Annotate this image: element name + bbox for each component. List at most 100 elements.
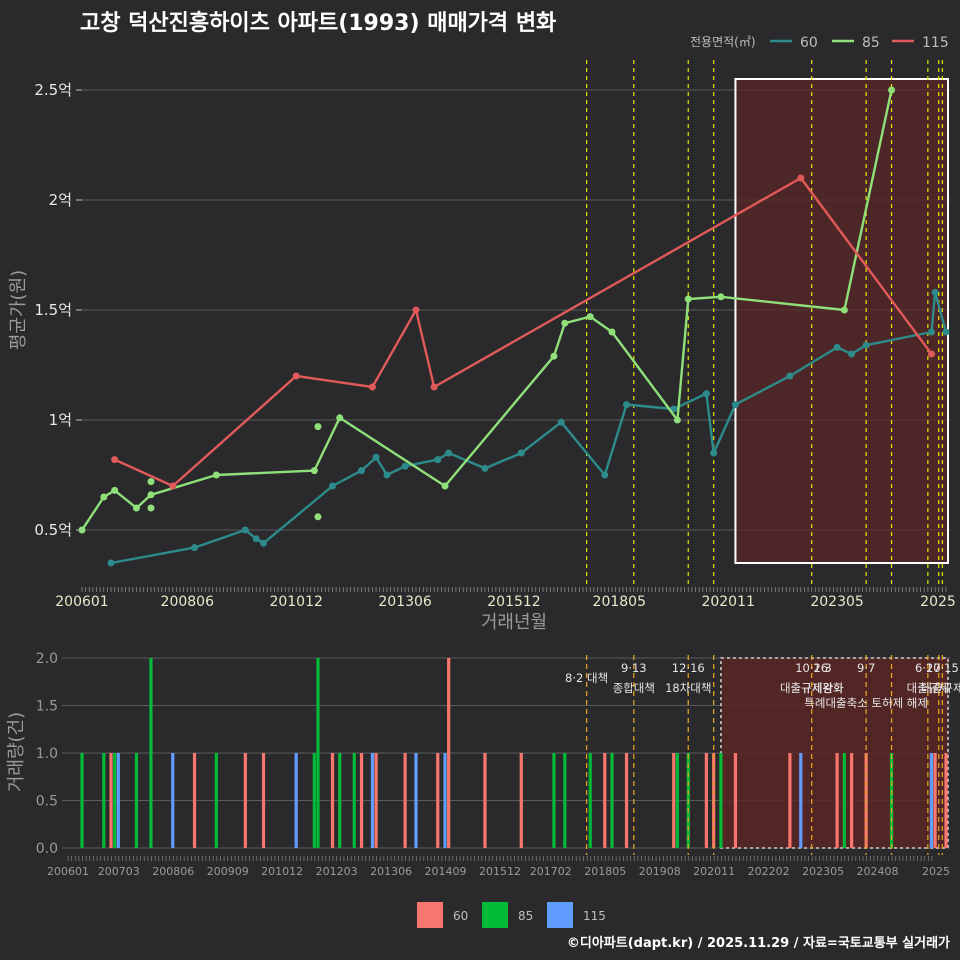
annotation-date: 12·16	[672, 661, 705, 675]
y-tick-label: 1억	[49, 411, 72, 429]
series-point-60	[710, 449, 718, 457]
series-point-85	[100, 493, 108, 501]
top-y-ticks: 0.5억 1억 1.5억 2억 2.5억	[34, 81, 82, 539]
series-point-60	[601, 471, 609, 479]
series-point-85	[441, 482, 449, 490]
bottom-highlight-box	[720, 657, 949, 849]
series-point-60	[358, 467, 366, 475]
series-point-115	[412, 306, 420, 314]
bar-85	[316, 658, 320, 848]
bar-85	[842, 753, 846, 848]
series-point-60	[862, 341, 870, 349]
series-point-85	[684, 295, 692, 303]
annotation-date: 6·27	[915, 661, 941, 675]
series-point-85	[336, 414, 344, 422]
bar-60	[261, 753, 266, 848]
bar-60	[109, 753, 113, 848]
series-point-85	[132, 504, 140, 512]
bottom-y-tick-label: 1.0	[36, 746, 58, 762]
bar-85	[149, 658, 153, 848]
top-x-axis-title: 거래년월	[481, 612, 547, 633]
top-y-axis-title: 평균가(원)	[8, 270, 29, 350]
x-tick-label: 202011	[701, 594, 754, 610]
bottom-x-tick-label: 201805	[584, 865, 626, 878]
bar-85	[588, 753, 592, 848]
bottom-x-tick-label: 201512	[479, 865, 521, 878]
bottom-y-tick-label: 0.5	[36, 794, 58, 810]
series-line-60	[110, 291, 948, 565]
x-tick-label: 200806	[161, 594, 215, 610]
series-point-85	[212, 471, 220, 479]
bottom-x-tick-label: 200909	[207, 865, 249, 878]
bar-60	[519, 753, 523, 848]
series-point-85	[561, 319, 569, 327]
x-tick-label: 2025	[920, 594, 956, 610]
bottom-legend-label-60: 60	[453, 909, 468, 923]
bar-60	[403, 753, 407, 848]
series-point-85	[717, 293, 725, 301]
series-point-60	[481, 464, 489, 472]
series-point-60	[731, 401, 739, 409]
series-point-115	[292, 372, 300, 380]
y-tick-label: 0.5억	[34, 521, 72, 539]
bottom-x-tick-label: 201908	[639, 865, 681, 878]
annotation-label: 규제완화	[801, 681, 844, 695]
bar-60	[243, 753, 247, 848]
bar-60	[944, 753, 948, 848]
bar-60	[447, 658, 451, 848]
bar-85	[113, 753, 117, 848]
bar-60	[483, 753, 487, 848]
series-point-115	[430, 383, 438, 391]
bar-85	[312, 753, 316, 848]
bar-85	[214, 753, 218, 848]
series-point-85	[673, 416, 681, 424]
legend-label-85: 85	[862, 35, 880, 51]
annotation-date: 10·15	[926, 661, 959, 675]
bottom-x-tick-label: 202202	[748, 865, 790, 878]
bottom-y-tick-label: 1.5	[36, 699, 58, 715]
bar-60	[672, 753, 676, 848]
series-point-85	[147, 491, 155, 499]
bar-60	[374, 753, 378, 848]
annotation-label: 종합대책	[613, 681, 655, 695]
bar-115	[171, 753, 175, 848]
bar-85	[610, 753, 614, 848]
bar-60	[436, 753, 440, 848]
bottom-legend-label-115: 115	[583, 909, 606, 923]
bottom-legend-label-85: 85	[518, 909, 533, 923]
x-tick-label: 201306	[378, 594, 432, 610]
bar-115	[799, 753, 803, 848]
bottom-policy-lines	[585, 655, 944, 855]
series-point-60	[383, 471, 391, 479]
bottom-legend-swatch-60	[417, 902, 443, 928]
bottom-x-tick-label: 200601	[47, 865, 89, 878]
series-point-60	[623, 401, 631, 409]
annotation-date: 9·7	[857, 661, 875, 675]
bottom-annotations: 8·2 대책 9·13 종합대책 12·16 18차대책 10·26 대출규제강화 1·3 규제…	[565, 661, 960, 710]
series-point-60	[107, 559, 115, 567]
bar-60	[359, 753, 364, 848]
x-tick-label: 201012	[269, 594, 322, 610]
bottom-x-tick-label: 201306	[370, 865, 412, 878]
chart-title: 고창 덕산진흥하이츠 아파트(1993) 매매가격 변화	[80, 11, 556, 36]
series-point-85	[550, 352, 558, 360]
bottom-legend: 60 85 115	[417, 902, 606, 928]
bottom-x-tick-label: 202408	[857, 865, 899, 878]
bar-60	[933, 753, 937, 848]
x-tick-label: 201512	[487, 594, 540, 610]
bar-85	[675, 753, 679, 848]
bottom-legend-swatch-85	[482, 902, 508, 928]
bottom-y-tick-label: 0.0	[36, 841, 58, 857]
series-line-85	[80, 89, 893, 531]
series-point-60	[927, 328, 935, 336]
series-point-85	[310, 467, 318, 475]
bar-60	[330, 753, 335, 848]
series-point-60	[445, 449, 453, 457]
bar-115	[116, 753, 120, 848]
bar-85	[719, 753, 723, 848]
x-tick-label: 202305	[810, 594, 863, 610]
bottom-x-tick-label: 202011	[693, 865, 735, 878]
bar-60	[733, 753, 738, 848]
y-tick-label: 2억	[49, 191, 72, 209]
